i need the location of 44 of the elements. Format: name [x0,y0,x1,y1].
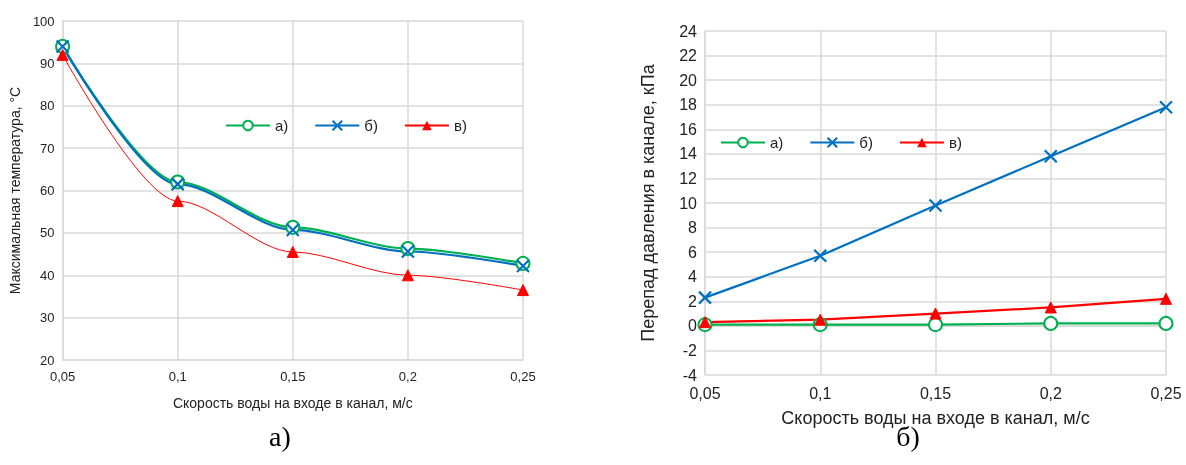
y-tick-label: 50 [40,225,55,241]
y-tick-label: 70 [40,140,55,156]
x-tick-label: 0,15 [280,369,306,384]
y-tick-label: 2 [688,292,698,310]
legend-label: в) [453,117,467,134]
y-tick-label: -4 [682,366,698,384]
y-tick-label: 4 [688,268,698,286]
y-tick-label: 40 [40,267,55,283]
y-tick-label: 90 [40,55,55,71]
y-tick-label: 60 [40,183,55,198]
x-tick-label: 0,15 [919,384,952,402]
y-axis-title: Максимальная температура, °C [7,86,23,295]
y-tick-label: 14 [679,145,698,163]
y-tick-label: 22 [679,47,698,65]
x-tick-label: 0,2 [1039,384,1062,402]
legend-label: а) [275,117,289,134]
y-axis-title: Перепад давления в канале, кПа [638,63,658,342]
y-tick-label: 80 [40,98,55,114]
x-tick-label: 0,25 [1150,384,1182,402]
y-tick-label: 16 [679,120,698,138]
x-tick-label: 0,25 [510,369,536,384]
x-tick-label: 0,2 [398,369,417,384]
y-tick-label: 18 [679,96,698,114]
legend-label: б) [859,134,873,151]
y-tick-label: 30 [40,310,55,326]
y-tick-label: 6 [688,243,698,261]
y-tick-label: 8 [688,219,698,237]
y-tick-label: -2 [682,341,698,359]
text: а) [269,420,291,452]
x-axis-title: Скорость воды на входе в канал, м/с [172,395,413,411]
y-tick-label: 20 [679,71,698,89]
y-tick-label: 0 [688,317,698,335]
x-tick-label: 0,05 [49,369,76,384]
x-tick-label: 0,1 [809,384,832,402]
legend-label: а) [770,134,784,151]
x-tick-label: 0,1 [168,369,187,384]
legend-label: б) [364,117,378,134]
y-tick-label: 20 [40,352,55,368]
y-tick-label: 10 [679,194,698,212]
legend-label: в) [948,134,962,151]
y-tick-label: 12 [679,169,698,187]
y-tick-label: 100 [32,13,55,29]
x-tick-label: 0,05 [689,384,721,402]
y-tick-label: 24 [679,22,698,40]
